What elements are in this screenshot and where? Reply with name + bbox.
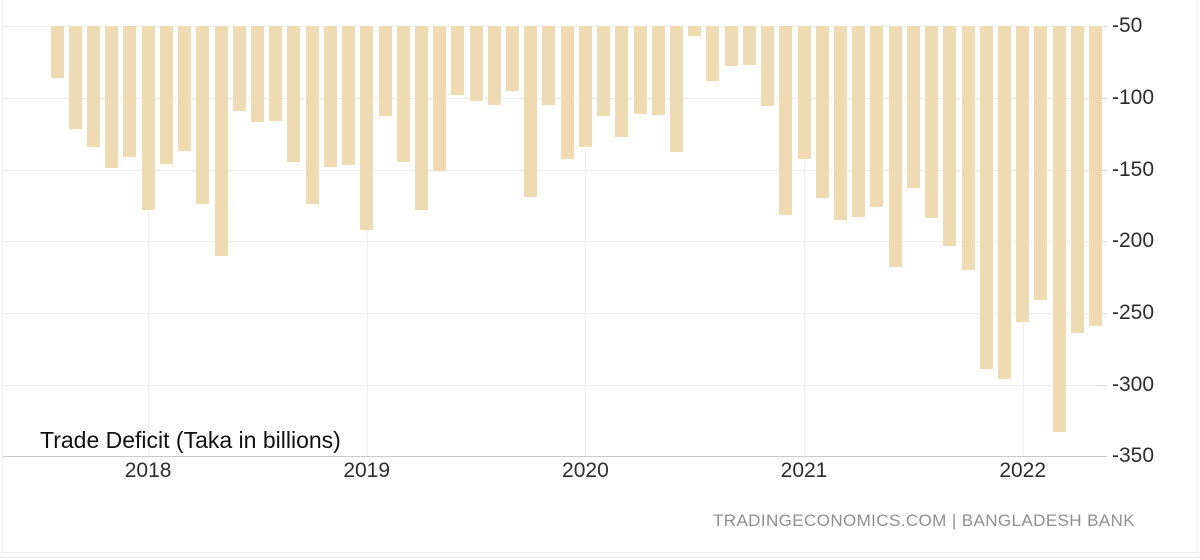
deficit-bar[interactable] — [797, 26, 811, 160]
deficit-bar[interactable] — [269, 26, 283, 121]
deficit-bar[interactable] — [487, 26, 501, 105]
deficit-bar[interactable] — [196, 26, 210, 204]
deficit-bar[interactable] — [1016, 26, 1030, 322]
deficit-bar[interactable] — [834, 26, 847, 220]
deficit-bar[interactable] — [724, 26, 738, 67]
x-axis-year-label: 2018 — [124, 459, 172, 483]
x-axis-year-label: 2021 — [780, 459, 828, 483]
deficit-bar[interactable] — [761, 26, 775, 107]
x-axis-year-label: 2019 — [343, 459, 391, 483]
y-axis-tick-label: -200 — [1112, 229, 1155, 253]
deficit-bar[interactable] — [961, 26, 975, 270]
deficit-bar[interactable] — [979, 26, 993, 369]
card-border-right — [1197, 0, 1198, 552]
h-gridline — [3, 384, 1107, 386]
deficit-bar[interactable] — [870, 26, 884, 207]
deficit-bar[interactable] — [86, 26, 100, 147]
deficit-bar[interactable] — [250, 26, 264, 123]
h-gridline — [3, 241, 1107, 243]
deficit-bar[interactable] — [451, 26, 465, 95]
deficit-bar[interactable] — [779, 26, 793, 216]
h-gridline — [3, 169, 1107, 171]
y-axis-tick — [1096, 384, 1107, 386]
year-gridline — [366, 26, 368, 457]
y-axis-tick-label: -250 — [1112, 300, 1155, 324]
deficit-bar[interactable] — [742, 26, 756, 65]
year-gridline — [804, 26, 805, 457]
deficit-bar[interactable] — [597, 26, 611, 117]
chart-title: Trade Deficit (Taka in billions) — [40, 427, 341, 453]
deficit-bar[interactable] — [214, 26, 228, 256]
deficit-bar[interactable] — [1052, 26, 1066, 432]
deficit-bar[interactable] — [323, 26, 337, 167]
deficit-bar[interactable] — [943, 26, 957, 246]
x-axis-year-label: 2022 — [999, 459, 1047, 483]
h-gridline — [3, 312, 1107, 314]
attribution-text: TRADINGECONOMICS.COM | BANGLADESH BANK — [712, 511, 1135, 530]
deficit-bar[interactable] — [633, 26, 647, 114]
year-gridline — [585, 26, 587, 457]
card-shadow-line — [0, 557, 1200, 558]
deficit-bar[interactable] — [906, 26, 920, 189]
deficit-bar[interactable] — [615, 26, 629, 137]
deficit-bar[interactable] — [578, 26, 592, 147]
deficit-bar[interactable] — [688, 26, 702, 36]
deficit-bar[interactable] — [670, 26, 683, 153]
deficit-bar[interactable] — [1089, 26, 1102, 326]
deficit-bar[interactable] — [342, 26, 355, 166]
y-axis-tick-label: -150 — [1112, 157, 1155, 181]
deficit-bar[interactable] — [50, 26, 64, 78]
deficit-bar[interactable] — [560, 26, 574, 160]
deficit-bar[interactable] — [433, 26, 447, 171]
deficit-bar[interactable] — [159, 26, 173, 164]
x-axis-line — [3, 456, 1107, 458]
deficit-bar[interactable] — [141, 26, 155, 210]
deficit-bar[interactable] — [68, 26, 82, 130]
deficit-bar[interactable] — [360, 26, 374, 230]
deficit-bar[interactable] — [542, 26, 556, 105]
y-axis-tick-label: -50 — [1112, 14, 1143, 37]
deficit-bar[interactable] — [997, 26, 1011, 379]
deficit-bar[interactable] — [396, 26, 410, 163]
deficit-bar[interactable] — [1034, 26, 1048, 300]
deficit-bar[interactable] — [232, 26, 246, 111]
deficit-bar[interactable] — [888, 26, 902, 267]
deficit-bar[interactable] — [105, 26, 119, 168]
deficit-bar[interactable] — [524, 26, 538, 197]
y-axis-tick-label: -350 — [1112, 444, 1155, 468]
deficit-bar[interactable] — [925, 26, 939, 219]
card-border-bottom — [2, 552, 1198, 553]
deficit-bar[interactable] — [123, 26, 137, 157]
card-border-left — [2, 0, 3, 552]
year-gridline — [148, 26, 150, 457]
deficit-bar[interactable] — [506, 26, 519, 91]
deficit-bar[interactable] — [651, 26, 665, 115]
deficit-bar[interactable] — [1070, 26, 1084, 333]
deficit-bar[interactable] — [469, 26, 483, 101]
deficit-bar[interactable] — [852, 26, 866, 217]
y-axis-tick-label: -100 — [1112, 85, 1155, 109]
deficit-bar[interactable] — [414, 26, 428, 210]
deficit-bar[interactable] — [706, 26, 720, 81]
x-axis-year-label: 2020 — [562, 459, 609, 483]
y-axis-tick-label: -300 — [1112, 372, 1155, 396]
deficit-bar[interactable] — [378, 26, 392, 117]
deficit-bar[interactable] — [305, 26, 319, 204]
deficit-bar[interactable] — [178, 26, 191, 151]
deficit-bar[interactable] — [287, 26, 301, 163]
deficit-bar[interactable] — [815, 26, 829, 199]
